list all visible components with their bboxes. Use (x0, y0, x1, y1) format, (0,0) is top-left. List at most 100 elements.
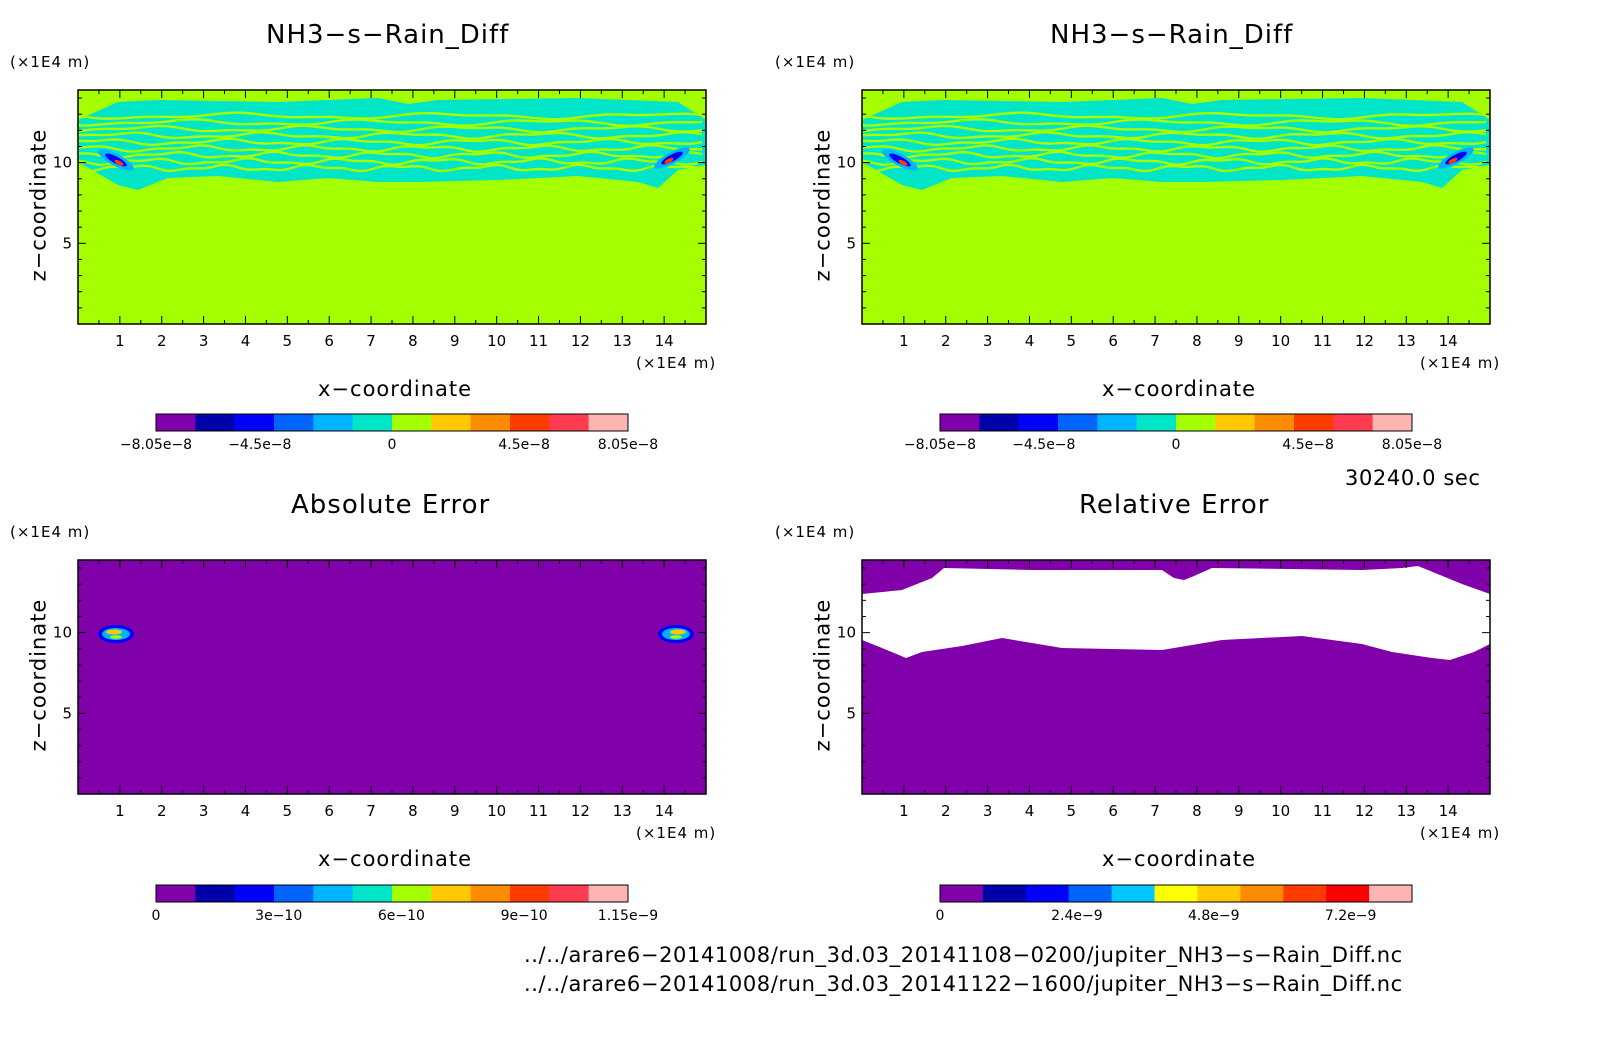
colorbar-label: 4.5e−8 (498, 437, 550, 453)
y-tick-label: 10 (53, 624, 72, 642)
colorbar-swatch (588, 414, 629, 431)
colorbar-swatch (392, 414, 432, 431)
x-tick-label: 12 (1355, 802, 1374, 820)
green-streak (860, 130, 1487, 141)
x-tick-label: 9 (450, 802, 460, 820)
x-tick-label: 13 (613, 332, 632, 350)
colorbar-swatch (940, 414, 980, 431)
colorbar-swatch (1254, 414, 1295, 431)
x-tick-label: 2 (941, 332, 951, 350)
colorbar-swatch (588, 885, 629, 902)
x-tick-label: 13 (613, 802, 632, 820)
colorbar-swatch (940, 885, 984, 902)
x-tick-label: 3 (199, 332, 209, 350)
colorbar-swatch (470, 414, 511, 431)
x-tick-label: 6 (1108, 332, 1118, 350)
blob-core-2 (670, 635, 682, 639)
green-streak (76, 118, 703, 127)
panel-2-x-unit: (×1E4 m) (1420, 354, 1501, 372)
x-tick-label: 14 (655, 332, 674, 350)
green-streak (76, 124, 703, 134)
colorbar-frame (155, 413, 629, 432)
field-background (78, 560, 706, 794)
colorbar-frame (155, 884, 629, 903)
x-tick-label: 8 (408, 332, 418, 350)
colorbar-swatch (195, 414, 235, 431)
green-streak (861, 111, 1487, 121)
panel-2-xlabel: x−coordinate (1102, 377, 1257, 401)
y-tick-label: 5 (846, 704, 856, 722)
x-tick-label: 12 (571, 802, 590, 820)
colorbar-swatch (274, 414, 314, 431)
colorbar-swatch (1111, 885, 1155, 902)
colorbar-swatch (1136, 414, 1177, 431)
x-tick-label: 1 (115, 332, 125, 350)
panel-1-ylabel: z−coordinate (26, 128, 51, 282)
panel-1-x-unit: (×1E4 m) (636, 354, 717, 372)
x-tick-label: 7 (366, 802, 376, 820)
blob-core (106, 629, 122, 635)
panel-3-title: Absolute Error (291, 490, 491, 520)
x-tick-label: 14 (1439, 802, 1458, 820)
x-tick-label: 1 (899, 802, 909, 820)
colorbar-swatch (549, 414, 589, 431)
green-streak (860, 144, 1487, 153)
colorbar-swatch (156, 885, 196, 902)
x-tick-label: 9 (1234, 802, 1244, 820)
x-tick-label: 3 (199, 802, 209, 820)
colorbar-swatch (1176, 414, 1216, 431)
colorbar-swatch (156, 414, 196, 431)
colorbar-label: 2.4e−9 (1051, 908, 1103, 924)
colorbar-swatch (1240, 885, 1284, 902)
colorbar-swatch (431, 414, 471, 431)
colorbar-label: 8.05e−8 (598, 437, 658, 453)
x-tick-label: 5 (283, 332, 293, 350)
colorbar-swatch (1068, 885, 1112, 902)
y-tick-label: 10 (837, 624, 856, 642)
colorbar-label: 4.8e−9 (1188, 908, 1240, 924)
x-tick-label: 14 (1439, 332, 1458, 350)
colorbar-label: 0 (936, 908, 945, 924)
green-streak (76, 150, 703, 160)
x-tick-label: 7 (1150, 332, 1160, 350)
x-tick-label: 13 (1397, 332, 1416, 350)
colorbar-label: −4.5e−8 (228, 437, 291, 453)
x-tick-label: 6 (1108, 802, 1118, 820)
x-tick-label: 9 (1234, 332, 1244, 350)
panel-1-title: NH3−s−Rain_Diff (266, 20, 510, 50)
y-tick-label: 10 (53, 154, 72, 172)
colorbar-label: 0 (1172, 437, 1181, 453)
colorbar-swatch (392, 885, 432, 902)
x-tick-label: 8 (1192, 332, 1202, 350)
colorbar-swatch (1058, 414, 1098, 431)
right-error-blob (658, 625, 694, 643)
x-tick-label: 1 (899, 332, 909, 350)
panel-2-colorbar: −8.05e−8 −4.5e−8 0 4.5e−8 8.05e−8 (904, 413, 1442, 453)
green-streak (76, 137, 703, 147)
x-tick-label: 4 (1025, 802, 1035, 820)
green-streak (860, 156, 1487, 167)
y-tick-label: 10 (837, 154, 856, 172)
colorbar-swatch (510, 414, 550, 431)
x-tick-label: 4 (241, 332, 251, 350)
colorbar-swatch (313, 414, 353, 431)
x-tick-label: 5 (1067, 332, 1077, 350)
x-tick-label: 11 (1313, 802, 1332, 820)
x-tick-label: 4 (241, 802, 251, 820)
colorbar-swatch (1215, 414, 1255, 431)
colorbar-swatch (195, 885, 235, 902)
x-tick-label: 8 (408, 802, 418, 820)
panel-2-title: NH3−s−Rain_Diff (1050, 20, 1294, 50)
white-region (862, 566, 1490, 660)
time-label: 30240.0 sec (1345, 466, 1481, 490)
panel-2-ylabel: z−coordinate (810, 128, 835, 282)
panel-1-xlabel: x−coordinate (318, 377, 473, 401)
panel-1-colorbar: −8.05e−8 −4.5e−8 0 4.5e−8 8.05e−8 (120, 413, 658, 453)
x-tick-label: 7 (1150, 802, 1160, 820)
panel-2-y-unit: (×1E4 m) (775, 53, 856, 71)
